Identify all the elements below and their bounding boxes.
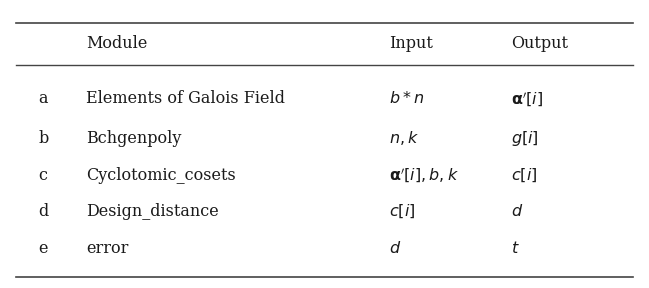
Text: Output: Output [511, 35, 568, 52]
Text: $\mathbf{\alpha}'[i]$: $\mathbf{\alpha}'[i]$ [511, 90, 543, 108]
Text: $d$: $d$ [511, 203, 523, 220]
Text: Module: Module [86, 35, 148, 52]
Text: c: c [38, 166, 47, 183]
Text: Bchgenpoly: Bchgenpoly [86, 130, 182, 147]
Text: d: d [38, 203, 49, 220]
Text: error: error [86, 240, 129, 257]
Text: $b*n$: $b*n$ [389, 90, 424, 107]
Text: $t$: $t$ [511, 240, 520, 257]
Text: Design_distance: Design_distance [86, 203, 219, 220]
Text: Cyclotomic_cosets: Cyclotomic_cosets [86, 166, 236, 183]
Text: $c[i]$: $c[i]$ [511, 166, 537, 184]
Text: $c[i]$: $c[i]$ [389, 203, 415, 221]
Text: a: a [38, 90, 47, 107]
Text: e: e [38, 240, 47, 257]
Text: $g[i]$: $g[i]$ [511, 129, 539, 148]
Text: $d$: $d$ [389, 240, 401, 257]
Text: $n, k$: $n, k$ [389, 129, 419, 147]
Text: b: b [38, 130, 49, 147]
Text: Elements of Galois Field: Elements of Galois Field [86, 90, 286, 107]
Text: $\mathbf{\alpha}'[i], b, k$: $\mathbf{\alpha}'[i], b, k$ [389, 166, 459, 184]
Text: Input: Input [389, 35, 433, 52]
